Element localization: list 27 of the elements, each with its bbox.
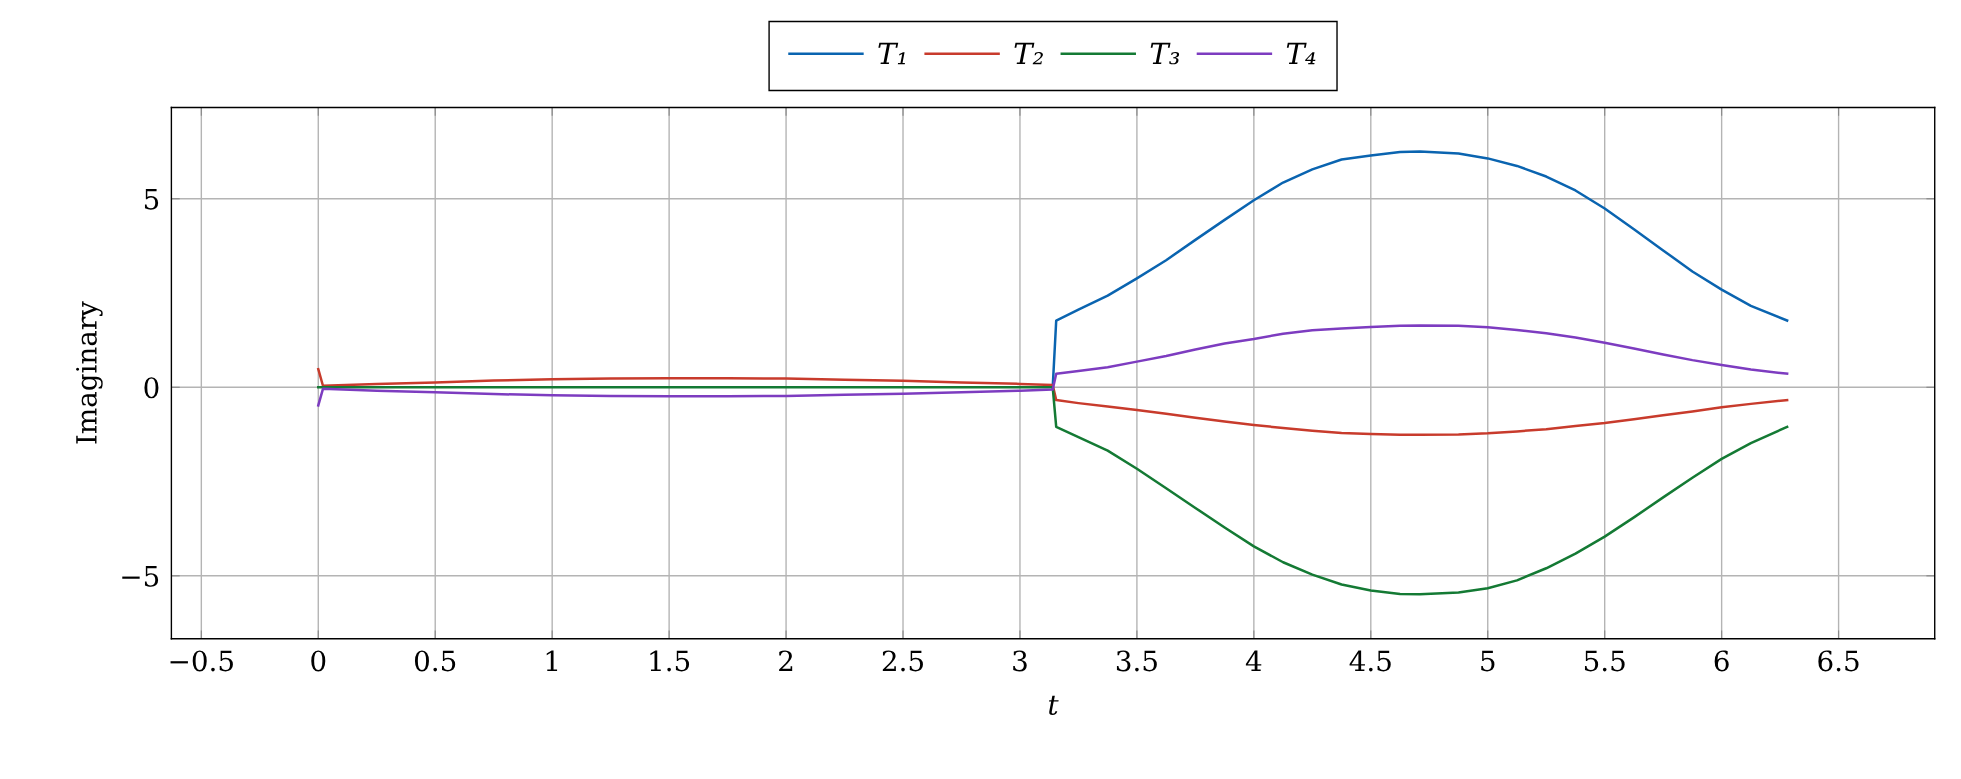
x-tick-label: 5.5 bbox=[1584, 650, 1625, 672]
line-series bbox=[317, 386, 1789, 596]
x-tick-label: 2 bbox=[779, 650, 793, 671]
y-tick-label: −5 bbox=[122, 566, 159, 587]
legend-label: T₄ bbox=[1286, 42, 1316, 65]
x-tick-label: −0.5 bbox=[170, 650, 233, 672]
y-tick-label: 0 bbox=[144, 377, 159, 399]
x-tick-label: 1 bbox=[546, 650, 558, 671]
line-series bbox=[317, 367, 1789, 437]
legend-label: T₁ bbox=[878, 42, 905, 65]
x-tick-label: 2.5 bbox=[882, 650, 923, 672]
x-axis-title: t bbox=[1048, 695, 1059, 715]
x-tick-label: 6.5 bbox=[1818, 650, 1859, 672]
y-axis-title: Imaginary bbox=[76, 301, 103, 444]
legend-label: T₂ bbox=[1014, 42, 1043, 65]
x-tick-label: 3 bbox=[1013, 650, 1027, 672]
x-tick-label: 3.5 bbox=[1116, 650, 1157, 672]
legend-label: T₃ bbox=[1150, 42, 1180, 65]
x-tick-label: 4 bbox=[1245, 650, 1262, 671]
x-tick-label: 4.5 bbox=[1349, 650, 1391, 672]
y-tick-label: 5 bbox=[144, 189, 159, 210]
line-series bbox=[317, 324, 1789, 407]
x-tick-label: 0 bbox=[311, 650, 326, 672]
x-tick-label: 1.5 bbox=[650, 650, 690, 672]
x-tick-label: 0.5 bbox=[414, 650, 456, 672]
x-tick-label: 6 bbox=[1714, 650, 1729, 672]
x-tick-label: 5 bbox=[1481, 650, 1495, 672]
